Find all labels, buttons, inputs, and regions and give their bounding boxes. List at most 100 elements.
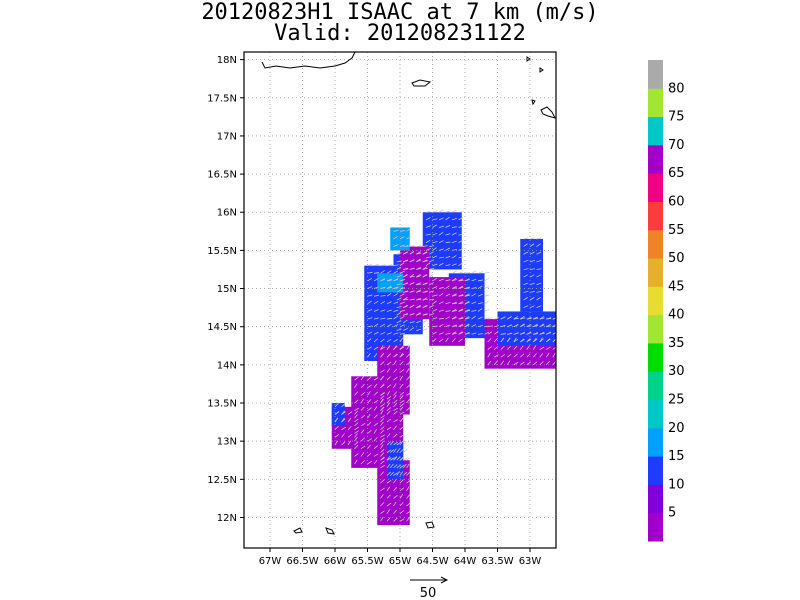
wind-vector <box>438 338 444 343</box>
wind-vector <box>432 263 438 267</box>
wind-vector <box>386 426 392 431</box>
wind-vector <box>409 273 415 278</box>
wind-vector <box>406 457 411 461</box>
wind-vector <box>393 354 398 358</box>
wind-vector <box>354 383 358 388</box>
tick-label-lat: 15N <box>217 284 237 295</box>
wind-vector <box>493 346 499 350</box>
map-title: 20120823H1 ISAAC at 7 km (m/s) <box>201 0 599 25</box>
wind-vector <box>523 274 529 278</box>
wind-vector <box>393 339 398 343</box>
wind-patch-16 <box>387 441 404 480</box>
wind-vector <box>533 316 538 320</box>
wind-vector <box>380 464 385 469</box>
wind-vector <box>354 399 359 404</box>
wind-vector <box>393 360 397 366</box>
wind-vector <box>386 376 391 381</box>
wind-vector <box>380 479 385 484</box>
wind-vector <box>389 449 395 453</box>
wind-vector <box>513 323 519 328</box>
wind-vector <box>409 321 415 324</box>
wind-vector <box>471 301 477 305</box>
colorbar-label: 65 <box>668 166 685 181</box>
coastline-aruba <box>293 527 303 534</box>
wind-vector <box>493 337 498 343</box>
wind-vector <box>406 236 412 240</box>
wind-vector <box>354 376 359 381</box>
wind-vector <box>546 323 551 328</box>
wind-vector <box>396 283 402 286</box>
wind-vector <box>484 271 490 274</box>
wind-vector <box>464 324 470 328</box>
wind-vector <box>406 510 411 515</box>
wind-vector <box>438 256 445 259</box>
wind-vector <box>432 286 438 289</box>
wind-vector <box>373 317 379 320</box>
wind-vector <box>360 383 365 389</box>
wind-vector <box>373 331 379 335</box>
wind-vector <box>367 308 373 312</box>
wind-vector <box>451 232 457 236</box>
wind-vector <box>347 434 353 438</box>
wind-vector <box>373 453 379 457</box>
wind-vector <box>458 225 464 228</box>
colorbar-segment <box>648 427 663 457</box>
wind-vector <box>422 267 428 270</box>
wind-vector <box>458 338 463 343</box>
wind-vector <box>438 240 444 244</box>
wind-vector <box>399 434 405 438</box>
wind-vector <box>464 293 470 297</box>
colorbar-label: 40 <box>668 308 685 323</box>
colorbar-label: 60 <box>668 194 685 209</box>
wind-vector <box>386 368 391 373</box>
wind-vector <box>373 278 379 282</box>
wind-vector <box>409 327 415 331</box>
colorbar-label: 55 <box>668 223 685 238</box>
wind-vector <box>373 309 379 312</box>
wind-vector <box>367 271 373 274</box>
wind-vector <box>513 338 519 343</box>
colorbar-segment <box>648 88 663 118</box>
wind-vector <box>367 384 372 389</box>
wind-vector <box>494 325 500 328</box>
wind-vector <box>536 282 542 286</box>
wind-vector <box>380 346 385 350</box>
wind-vector <box>432 247 437 251</box>
wind-vector <box>529 259 535 263</box>
wind-vector <box>432 331 438 335</box>
colorbar-segment <box>648 173 663 202</box>
wind-vector <box>399 301 405 305</box>
wind-vector <box>513 353 518 358</box>
wind-vector <box>399 316 405 320</box>
wind-vector <box>523 290 529 293</box>
wind-vector <box>552 352 556 358</box>
wind-vector <box>393 410 398 415</box>
lat-lon-grid <box>244 52 556 548</box>
wind-vector <box>380 410 384 415</box>
wind-vector <box>354 418 359 423</box>
tick-label-lat: 17.5N <box>207 93 237 104</box>
wind-vector <box>393 309 399 312</box>
wind-vector <box>334 434 340 438</box>
wind-vector <box>464 332 470 335</box>
wind-vector <box>406 517 410 522</box>
wind-vector <box>458 217 464 221</box>
wind-vector <box>367 438 372 442</box>
wind-patch-8 <box>520 238 543 312</box>
wind-vector <box>406 471 411 476</box>
wind-vector <box>403 298 409 301</box>
wind-vector <box>396 260 402 263</box>
wind-vector <box>416 290 422 293</box>
wind-vector <box>409 245 415 247</box>
wind-vector <box>422 251 428 255</box>
wind-vector <box>451 308 457 312</box>
wind-vector <box>464 316 470 320</box>
wind-vector <box>438 225 444 228</box>
axis-ticks: 67W 66.5W 66W 65.5W 65W 64.5W 64W 63.5W 63W 18N 17… <box>207 55 541 567</box>
wind-vector <box>367 263 373 267</box>
wind-vector <box>451 263 457 267</box>
wind-vector <box>386 309 392 312</box>
wind-vector <box>464 310 470 312</box>
wind-vector <box>416 298 422 301</box>
wind-vector <box>386 494 391 499</box>
